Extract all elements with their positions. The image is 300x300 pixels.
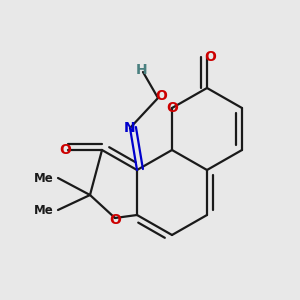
Text: Me: Me [34,172,53,184]
Text: O: O [166,101,178,115]
Text: Me: Me [34,203,53,217]
Text: O: O [155,89,167,103]
Text: O: O [109,212,121,226]
Text: N: N [124,121,136,135]
Text: O: O [59,143,71,157]
Text: O: O [204,50,216,64]
Text: H: H [136,64,147,77]
